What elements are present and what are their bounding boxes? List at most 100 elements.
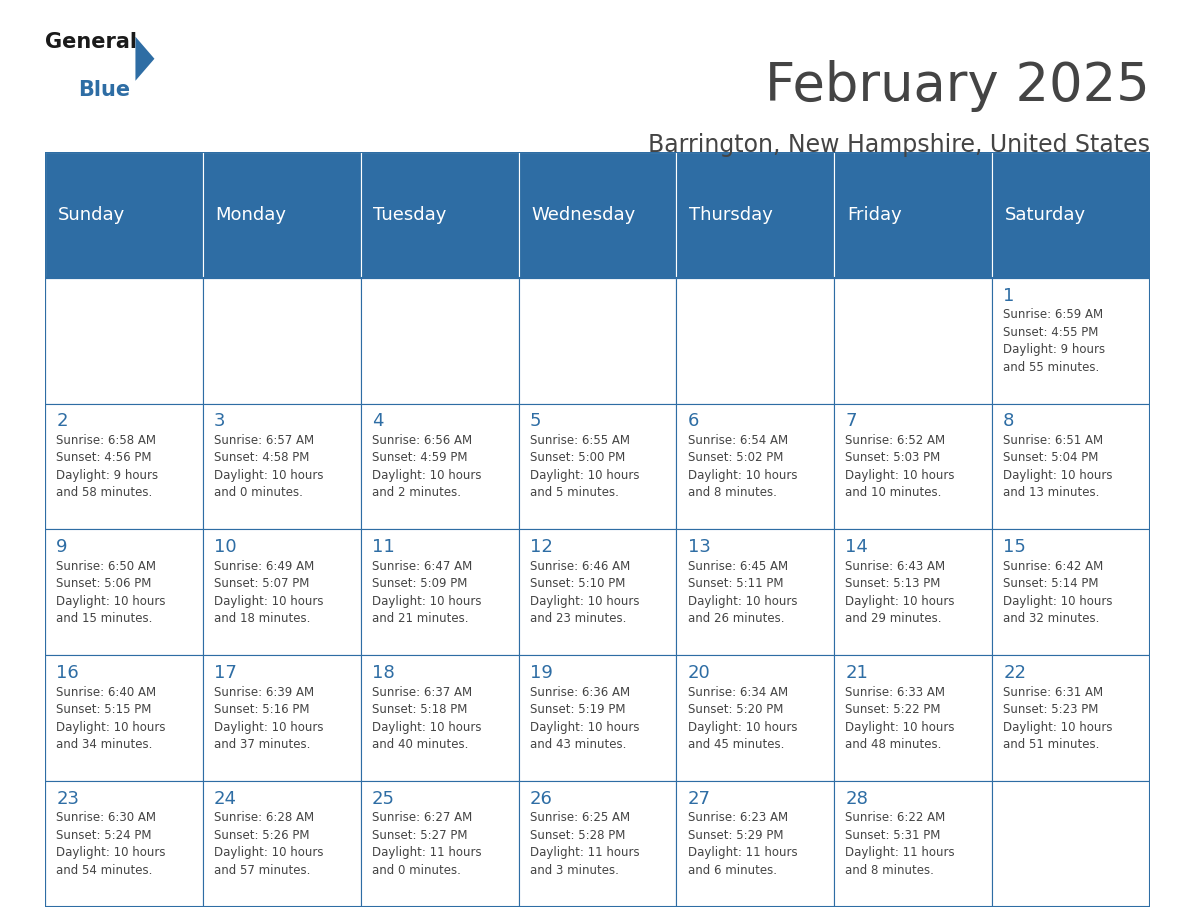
Bar	[203, 152, 361, 278]
Text: General: General	[45, 32, 137, 52]
Text: Friday: Friday	[847, 206, 902, 224]
Text: 18: 18	[372, 664, 394, 682]
Bar	[519, 152, 676, 278]
Bar	[203, 404, 361, 530]
Text: Sunrise: 6:39 AM
Sunset: 5:16 PM
Daylight: 10 hours
and 37 minutes.: Sunrise: 6:39 AM Sunset: 5:16 PM Dayligh…	[214, 686, 323, 751]
Bar	[361, 404, 519, 530]
Bar	[834, 152, 992, 278]
Bar	[361, 530, 519, 655]
Bar	[992, 655, 1150, 781]
Bar	[834, 781, 992, 907]
Text: Saturday: Saturday	[1005, 206, 1086, 224]
Text: 7: 7	[846, 412, 857, 431]
Text: 14: 14	[846, 538, 868, 556]
Bar	[519, 530, 676, 655]
Text: 21: 21	[846, 664, 868, 682]
Text: 13: 13	[688, 538, 710, 556]
Text: 9: 9	[56, 538, 68, 556]
Text: Thursday: Thursday	[689, 206, 773, 224]
Text: 19: 19	[530, 664, 552, 682]
Text: Wednesday: Wednesday	[531, 206, 636, 224]
Text: 16: 16	[56, 664, 78, 682]
Text: Sunrise: 6:51 AM
Sunset: 5:04 PM
Daylight: 10 hours
and 13 minutes.: Sunrise: 6:51 AM Sunset: 5:04 PM Dayligh…	[1003, 434, 1113, 499]
Bar	[203, 530, 361, 655]
Text: Sunrise: 6:34 AM
Sunset: 5:20 PM
Daylight: 10 hours
and 45 minutes.: Sunrise: 6:34 AM Sunset: 5:20 PM Dayligh…	[688, 686, 797, 751]
Bar	[676, 152, 834, 278]
Text: 15: 15	[1003, 538, 1026, 556]
Bar	[992, 278, 1150, 404]
Text: 10: 10	[214, 538, 236, 556]
Text: Sunrise: 6:31 AM
Sunset: 5:23 PM
Daylight: 10 hours
and 51 minutes.: Sunrise: 6:31 AM Sunset: 5:23 PM Dayligh…	[1003, 686, 1113, 751]
Bar	[361, 278, 519, 404]
Text: 27: 27	[688, 790, 710, 808]
Text: Sunrise: 6:47 AM
Sunset: 5:09 PM
Daylight: 10 hours
and 21 minutes.: Sunrise: 6:47 AM Sunset: 5:09 PM Dayligh…	[372, 560, 481, 625]
Bar	[519, 278, 676, 404]
Bar	[676, 404, 834, 530]
Text: Sunrise: 6:58 AM
Sunset: 4:56 PM
Daylight: 9 hours
and 58 minutes.: Sunrise: 6:58 AM Sunset: 4:56 PM Dayligh…	[56, 434, 158, 499]
Bar	[45, 781, 203, 907]
Text: February 2025: February 2025	[765, 60, 1150, 112]
Bar	[992, 152, 1150, 278]
Bar	[992, 530, 1150, 655]
Bar	[45, 530, 203, 655]
Text: 23: 23	[56, 790, 80, 808]
Text: Sunrise: 6:56 AM
Sunset: 4:59 PM
Daylight: 10 hours
and 2 minutes.: Sunrise: 6:56 AM Sunset: 4:59 PM Dayligh…	[372, 434, 481, 499]
Bar	[834, 655, 992, 781]
Text: 22: 22	[1003, 664, 1026, 682]
Text: Sunrise: 6:49 AM
Sunset: 5:07 PM
Daylight: 10 hours
and 18 minutes.: Sunrise: 6:49 AM Sunset: 5:07 PM Dayligh…	[214, 560, 323, 625]
Bar	[45, 655, 203, 781]
Bar	[45, 278, 203, 404]
Bar	[676, 781, 834, 907]
Bar	[361, 655, 519, 781]
Text: 25: 25	[372, 790, 394, 808]
Text: Blue: Blue	[78, 80, 131, 100]
Text: 5: 5	[530, 412, 542, 431]
Text: Sunday: Sunday	[58, 206, 125, 224]
Text: Sunrise: 6:25 AM
Sunset: 5:28 PM
Daylight: 11 hours
and 3 minutes.: Sunrise: 6:25 AM Sunset: 5:28 PM Dayligh…	[530, 812, 639, 877]
Bar	[676, 530, 834, 655]
Text: Sunrise: 6:55 AM
Sunset: 5:00 PM
Daylight: 10 hours
and 5 minutes.: Sunrise: 6:55 AM Sunset: 5:00 PM Dayligh…	[530, 434, 639, 499]
Text: Sunrise: 6:42 AM
Sunset: 5:14 PM
Daylight: 10 hours
and 32 minutes.: Sunrise: 6:42 AM Sunset: 5:14 PM Dayligh…	[1003, 560, 1113, 625]
Bar	[992, 781, 1150, 907]
Text: 4: 4	[372, 412, 384, 431]
Bar	[676, 278, 834, 404]
Text: Barrington, New Hampshire, United States: Barrington, New Hampshire, United States	[647, 133, 1150, 157]
Text: Sunrise: 6:40 AM
Sunset: 5:15 PM
Daylight: 10 hours
and 34 minutes.: Sunrise: 6:40 AM Sunset: 5:15 PM Dayligh…	[56, 686, 165, 751]
Text: Tuesday: Tuesday	[373, 206, 447, 224]
Bar	[834, 530, 992, 655]
Text: Sunrise: 6:27 AM
Sunset: 5:27 PM
Daylight: 11 hours
and 0 minutes.: Sunrise: 6:27 AM Sunset: 5:27 PM Dayligh…	[372, 812, 481, 877]
Text: Sunrise: 6:43 AM
Sunset: 5:13 PM
Daylight: 10 hours
and 29 minutes.: Sunrise: 6:43 AM Sunset: 5:13 PM Dayligh…	[846, 560, 955, 625]
Text: Sunrise: 6:50 AM
Sunset: 5:06 PM
Daylight: 10 hours
and 15 minutes.: Sunrise: 6:50 AM Sunset: 5:06 PM Dayligh…	[56, 560, 165, 625]
Text: 12: 12	[530, 538, 552, 556]
Text: 8: 8	[1003, 412, 1015, 431]
Text: Sunrise: 6:54 AM
Sunset: 5:02 PM
Daylight: 10 hours
and 8 minutes.: Sunrise: 6:54 AM Sunset: 5:02 PM Dayligh…	[688, 434, 797, 499]
Text: Sunrise: 6:46 AM
Sunset: 5:10 PM
Daylight: 10 hours
and 23 minutes.: Sunrise: 6:46 AM Sunset: 5:10 PM Dayligh…	[530, 560, 639, 625]
Bar	[992, 404, 1150, 530]
Text: 28: 28	[846, 790, 868, 808]
Text: 2: 2	[56, 412, 68, 431]
Text: Sunrise: 6:33 AM
Sunset: 5:22 PM
Daylight: 10 hours
and 48 minutes.: Sunrise: 6:33 AM Sunset: 5:22 PM Dayligh…	[846, 686, 955, 751]
Text: 24: 24	[214, 790, 238, 808]
Text: Sunrise: 6:30 AM
Sunset: 5:24 PM
Daylight: 10 hours
and 54 minutes.: Sunrise: 6:30 AM Sunset: 5:24 PM Dayligh…	[56, 812, 165, 877]
Text: Sunrise: 6:45 AM
Sunset: 5:11 PM
Daylight: 10 hours
and 26 minutes.: Sunrise: 6:45 AM Sunset: 5:11 PM Dayligh…	[688, 560, 797, 625]
Text: 17: 17	[214, 664, 236, 682]
Text: Sunrise: 6:36 AM
Sunset: 5:19 PM
Daylight: 10 hours
and 43 minutes.: Sunrise: 6:36 AM Sunset: 5:19 PM Dayligh…	[530, 686, 639, 751]
Text: 26: 26	[530, 790, 552, 808]
Text: Sunrise: 6:52 AM
Sunset: 5:03 PM
Daylight: 10 hours
and 10 minutes.: Sunrise: 6:52 AM Sunset: 5:03 PM Dayligh…	[846, 434, 955, 499]
Text: Sunrise: 6:59 AM
Sunset: 4:55 PM
Daylight: 9 hours
and 55 minutes.: Sunrise: 6:59 AM Sunset: 4:55 PM Dayligh…	[1003, 308, 1105, 374]
Bar	[45, 152, 203, 278]
Text: Sunrise: 6:28 AM
Sunset: 5:26 PM
Daylight: 10 hours
and 57 minutes.: Sunrise: 6:28 AM Sunset: 5:26 PM Dayligh…	[214, 812, 323, 877]
Bar	[361, 152, 519, 278]
Bar	[519, 655, 676, 781]
Text: 1: 1	[1003, 286, 1015, 305]
Bar	[519, 404, 676, 530]
Bar	[676, 655, 834, 781]
Bar	[519, 781, 676, 907]
Bar	[45, 404, 203, 530]
Text: Sunrise: 6:22 AM
Sunset: 5:31 PM
Daylight: 11 hours
and 8 minutes.: Sunrise: 6:22 AM Sunset: 5:31 PM Dayligh…	[846, 812, 955, 877]
Text: Sunrise: 6:37 AM
Sunset: 5:18 PM
Daylight: 10 hours
and 40 minutes.: Sunrise: 6:37 AM Sunset: 5:18 PM Dayligh…	[372, 686, 481, 751]
Bar	[834, 278, 992, 404]
Bar	[361, 781, 519, 907]
Bar	[203, 278, 361, 404]
Text: Monday: Monday	[215, 206, 286, 224]
